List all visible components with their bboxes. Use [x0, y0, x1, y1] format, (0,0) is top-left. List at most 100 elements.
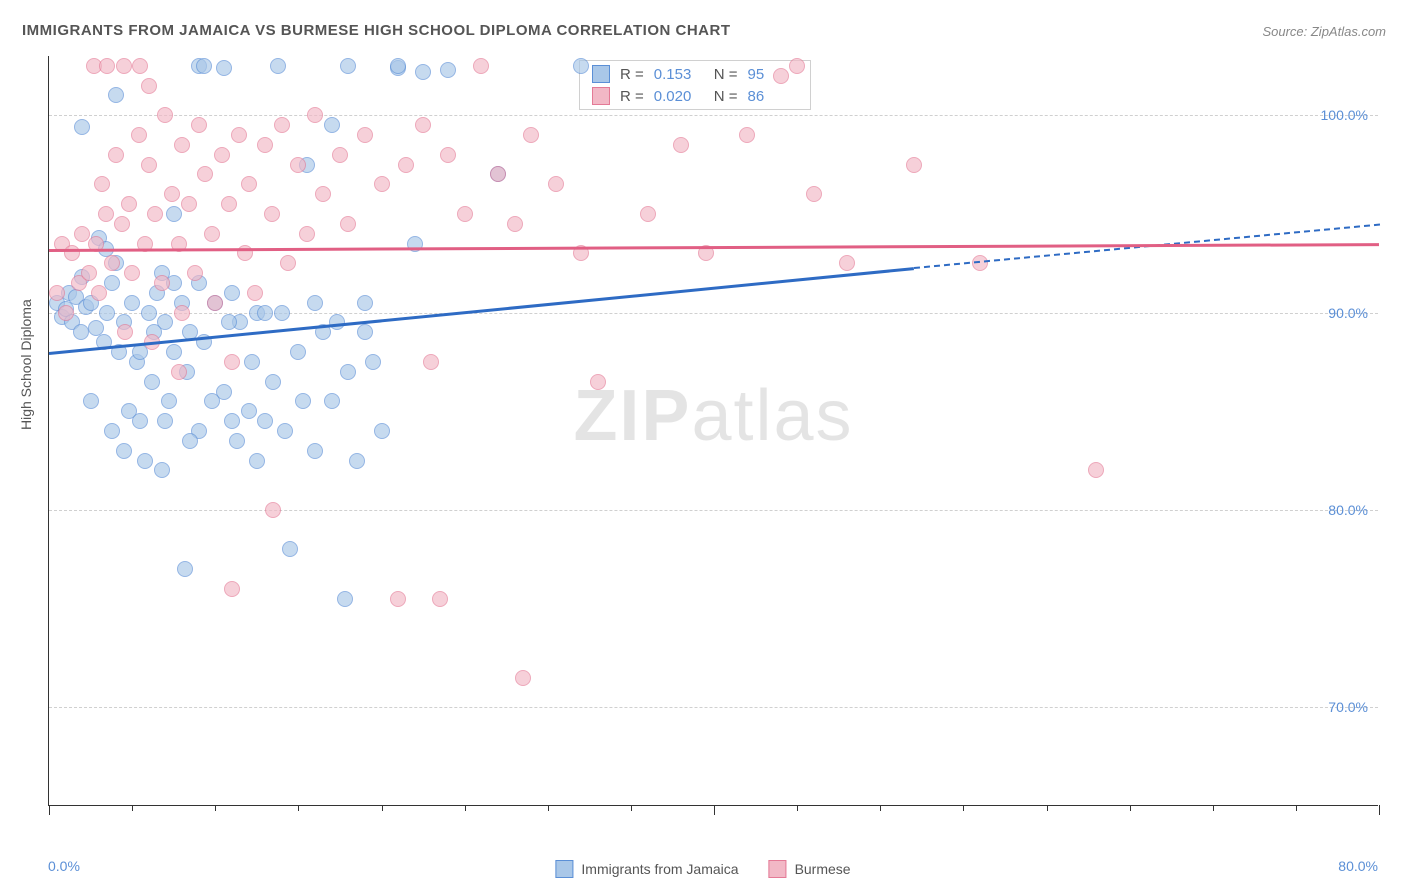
scatter-point [390, 58, 406, 74]
x-tick [1130, 805, 1131, 811]
scatter-point [398, 157, 414, 173]
scatter-point [164, 186, 180, 202]
scatter-point [99, 305, 115, 321]
scatter-point [124, 265, 140, 281]
scatter-point [141, 78, 157, 94]
scatter-point [357, 295, 373, 311]
scatter-point [108, 147, 124, 163]
scatter-point [839, 255, 855, 271]
scatter-point [324, 393, 340, 409]
scatter-point [299, 226, 315, 242]
scatter-point [216, 60, 232, 76]
x-tick [631, 805, 632, 811]
scatter-point [81, 265, 97, 281]
x-tick [132, 805, 133, 811]
scatter-point [374, 176, 390, 192]
swatch-icon [769, 860, 787, 878]
x-tick [880, 805, 881, 811]
scatter-point [174, 305, 190, 321]
scatter-point [58, 305, 74, 321]
x-tick-major [49, 805, 50, 815]
scatter-point [166, 206, 182, 222]
x-axis-min-label: 0.0% [48, 858, 80, 874]
x-tick [1213, 805, 1214, 811]
scatter-point [280, 255, 296, 271]
scatter-point [739, 127, 755, 143]
scatter-point [132, 413, 148, 429]
scatter-point [99, 58, 115, 74]
scatter-point [789, 58, 805, 74]
scatter-point [214, 147, 230, 163]
scatter-point [104, 423, 120, 439]
gridline [49, 115, 1378, 116]
scatter-point [131, 127, 147, 143]
scatter-point [340, 58, 356, 74]
scatter-point [515, 670, 531, 686]
scatter-point [241, 176, 257, 192]
scatter-point [91, 285, 107, 301]
scatter-point [440, 147, 456, 163]
scatter-point [124, 295, 140, 311]
scatter-point [295, 393, 311, 409]
scatter-point [174, 137, 190, 153]
scatter-point [340, 216, 356, 232]
scatter-point [74, 119, 90, 135]
scatter-point [573, 58, 589, 74]
gridline [49, 707, 1378, 708]
scatter-point [231, 127, 247, 143]
scatter-point [224, 354, 240, 370]
legend-label: Burmese [795, 861, 851, 877]
scatter-point [244, 354, 260, 370]
bottom-legend: Immigrants from Jamaica Burmese [555, 860, 850, 878]
plot-area: ZIPatlas R = 0.153 N = 95 R = 0.020 N = … [48, 56, 1378, 806]
scatter-point [257, 413, 273, 429]
scatter-point [332, 147, 348, 163]
scatter-point [157, 107, 173, 123]
swatch-icon [592, 65, 610, 83]
scatter-point [440, 62, 456, 78]
scatter-point [247, 285, 263, 301]
scatter-point [590, 374, 606, 390]
regression-line [49, 243, 1379, 252]
scatter-point [49, 285, 65, 301]
x-axis-max-label: 80.0% [1338, 858, 1378, 874]
scatter-point [114, 216, 130, 232]
watermark: ZIPatlas [573, 375, 853, 457]
scatter-point [121, 196, 137, 212]
scatter-point [282, 541, 298, 557]
y-tick-label: 70.0% [1328, 699, 1368, 715]
x-tick [1047, 805, 1048, 811]
stats-legend-box: R = 0.153 N = 95 R = 0.020 N = 86 [579, 60, 811, 110]
scatter-point [224, 413, 240, 429]
scatter-point [98, 206, 114, 222]
scatter-point [773, 68, 789, 84]
x-tick [963, 805, 964, 811]
x-tick-major [1379, 805, 1380, 815]
scatter-point [94, 176, 110, 192]
scatter-point [108, 87, 124, 103]
scatter-point [357, 324, 373, 340]
scatter-point [181, 196, 197, 212]
scatter-point [548, 176, 564, 192]
scatter-point [374, 423, 390, 439]
scatter-point [507, 216, 523, 232]
scatter-point [473, 58, 489, 74]
scatter-point [207, 295, 223, 311]
scatter-point [307, 107, 323, 123]
scatter-point [197, 166, 213, 182]
x-tick [298, 805, 299, 811]
scatter-point [104, 275, 120, 291]
scatter-point [274, 117, 290, 133]
scatter-point [673, 137, 689, 153]
scatter-point [137, 453, 153, 469]
scatter-point [290, 157, 306, 173]
scatter-point [141, 157, 157, 173]
scatter-point [132, 58, 148, 74]
scatter-point [257, 305, 273, 321]
scatter-point [241, 403, 257, 419]
scatter-point [187, 265, 203, 281]
scatter-point [523, 127, 539, 143]
scatter-point [224, 581, 240, 597]
scatter-point [157, 413, 173, 429]
scatter-point [161, 393, 177, 409]
